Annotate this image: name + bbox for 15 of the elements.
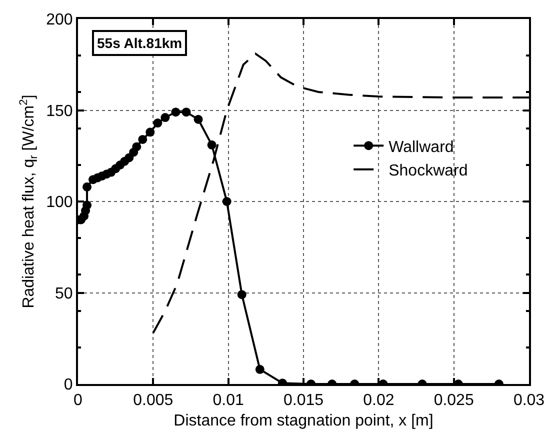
y-tick-label: 100 — [46, 194, 73, 212]
x-tick-label: 0.03 — [513, 392, 545, 410]
y-tick-label: 150 — [46, 102, 73, 120]
x-tick-label: 0.01 — [212, 392, 244, 410]
x-axis-title: Distance from stagnation point, x [m] — [174, 412, 434, 430]
legend-label: Shockward — [388, 162, 468, 180]
y-tick-label: 200 — [46, 12, 73, 29]
x-tick-label: 0.015 — [283, 392, 324, 410]
x-tick-label: 0.02 — [363, 392, 394, 410]
legend-label: Wallward — [388, 138, 454, 156]
x-tick-label: 0.025 — [434, 392, 474, 410]
annotation: 55s Alt.81km — [97, 35, 182, 51]
y-tick-label: 0 — [64, 376, 73, 394]
y-tick-label: 50 — [55, 285, 73, 302]
x-tick-label: 0.005 — [133, 392, 174, 410]
